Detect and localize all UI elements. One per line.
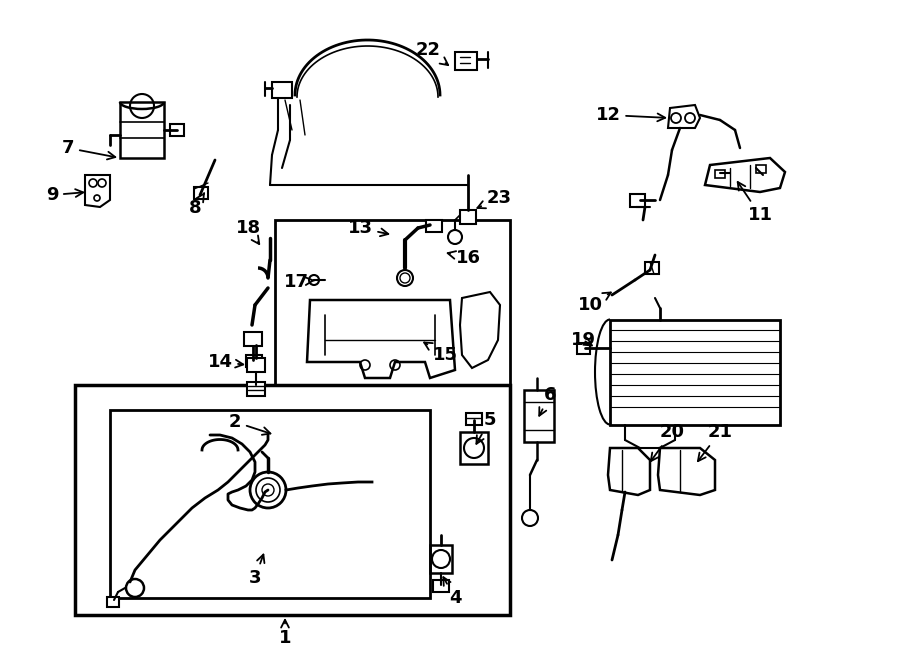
Text: 23: 23 (477, 189, 511, 208)
Text: 5: 5 (476, 411, 496, 444)
Bar (460, 432, 488, 464)
Text: 13: 13 (347, 219, 388, 237)
Text: 19: 19 (571, 331, 596, 349)
Text: 11: 11 (738, 182, 772, 224)
Text: 15: 15 (424, 342, 457, 364)
Text: 4: 4 (444, 577, 461, 607)
Bar (460, 210, 476, 224)
Bar (610, 320, 780, 425)
Text: 14: 14 (208, 353, 243, 371)
Bar (247, 358, 265, 372)
Bar (120, 102, 164, 158)
Bar (275, 220, 510, 385)
Bar (246, 355, 262, 367)
Bar (715, 170, 725, 178)
Bar (194, 187, 208, 199)
Bar (430, 545, 452, 573)
Bar (524, 390, 554, 442)
Bar (75, 385, 510, 615)
Text: 7: 7 (62, 139, 115, 159)
Bar (426, 220, 442, 232)
Text: 6: 6 (539, 386, 556, 416)
Bar (756, 165, 766, 173)
Text: 2: 2 (229, 413, 270, 435)
Bar (455, 52, 477, 70)
Text: 10: 10 (578, 292, 611, 314)
Text: 22: 22 (416, 41, 448, 65)
Text: 9: 9 (46, 186, 83, 204)
Bar (466, 413, 482, 425)
Text: 17: 17 (284, 273, 314, 291)
Bar (433, 580, 449, 592)
Bar (244, 332, 262, 346)
Text: 21: 21 (698, 423, 733, 461)
Text: 16: 16 (447, 249, 481, 267)
Bar (170, 124, 184, 136)
Bar (577, 343, 590, 354)
Bar (107, 597, 119, 607)
Text: 20: 20 (651, 423, 685, 461)
Text: 12: 12 (596, 106, 665, 124)
Text: 8: 8 (189, 194, 204, 217)
Bar (630, 194, 645, 207)
Bar (110, 410, 430, 598)
Bar (272, 82, 292, 98)
Bar (247, 382, 265, 396)
Text: 18: 18 (236, 219, 261, 244)
Bar (645, 262, 659, 274)
Text: 3: 3 (248, 555, 265, 587)
Text: 1: 1 (279, 620, 292, 647)
